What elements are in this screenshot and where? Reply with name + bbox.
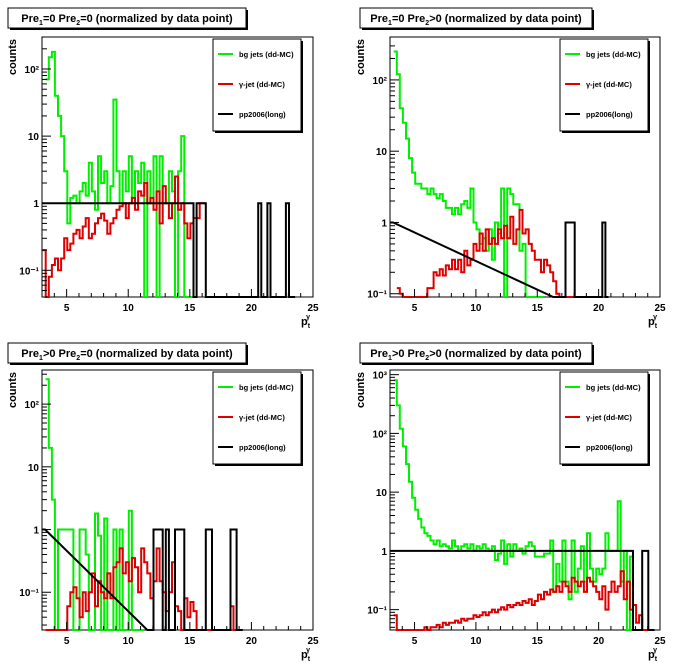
series-line-bg_jets: [393, 50, 544, 298]
y-tick-label: 10⁻¹: [19, 588, 39, 599]
y-axis-label: counts: [7, 372, 19, 408]
legend-label: pp2006(long): [586, 110, 633, 119]
legend-label: γ-jet (dd-MC): [239, 80, 285, 89]
legend-label: γ-jet (dd-MC): [586, 413, 632, 422]
x-tick-label: 20: [593, 636, 605, 647]
y-tick-label: 10²: [25, 65, 40, 76]
x-tick-label: 25: [654, 303, 666, 314]
x-tick-label: 25: [654, 636, 666, 647]
x-tick-label: 20: [593, 303, 605, 314]
legend-label: γ-jet (dd-MC): [239, 413, 285, 422]
series-line-pp2006: [42, 202, 296, 298]
x-tick-label: 5: [64, 636, 70, 647]
x-tick-label: 20: [246, 636, 258, 647]
title-box: [7, 342, 247, 364]
series-line-gamma_jet: [42, 175, 206, 298]
legend-label: pp2006(long): [239, 110, 286, 119]
x-axis-label: ptγ: [648, 647, 658, 663]
legend-label: bg jets (dd-MC): [586, 50, 641, 59]
y-tick-label: 10: [376, 147, 388, 158]
x-tick-label: 25: [307, 303, 319, 314]
y-tick-label: 10²: [373, 429, 388, 440]
series-line-pp2006: [390, 549, 655, 631]
series-line-pp2006: [42, 528, 243, 631]
x-axis-label: ptγ: [301, 647, 311, 663]
x-tick-label: 5: [64, 303, 70, 314]
x-tick-label: 15: [184, 303, 196, 314]
series-line-bg_jets: [393, 379, 643, 631]
series-line-pp2006: [390, 221, 609, 298]
y-tick-label: 10: [376, 488, 388, 499]
series-line-gamma_jet: [396, 208, 581, 298]
series-line-gamma_jet: [45, 547, 240, 631]
y-axis-label: counts: [355, 39, 367, 75]
title-box: [359, 342, 593, 364]
panel-title: Pre1=0 Pre2=0 (normalized by data point): [21, 13, 233, 27]
y-tick-label: 10²: [25, 400, 40, 411]
title-box: [7, 7, 247, 29]
panel-title: Pre1=0 Pre2>0 (normalized by data point): [370, 13, 582, 27]
y-axis-label: counts: [7, 39, 19, 75]
x-tick-label: 5: [412, 636, 418, 647]
title-box: [359, 7, 593, 29]
x-tick-label: 15: [184, 636, 196, 647]
y-tick-label: 10: [28, 132, 40, 143]
chart-panel-4: Pre1>0 Pre2>0 (normalized by data point)…: [355, 342, 666, 663]
legend-label: γ-jet (dd-MC): [586, 80, 632, 89]
x-tick-label: 5: [412, 303, 418, 314]
y-tick-label: 1: [33, 526, 39, 537]
y-tick-label: 1: [381, 218, 387, 229]
x-tick-label: 10: [470, 636, 482, 647]
x-tick-label: 10: [123, 303, 135, 314]
y-tick-label: 10²: [373, 76, 388, 87]
x-tick-label: 10: [123, 636, 135, 647]
y-tick-label: 1: [33, 199, 39, 210]
y-tick-label: 10⁻¹: [367, 290, 387, 301]
legend-label: bg jets (dd-MC): [239, 50, 294, 59]
x-axis-label: ptγ: [648, 314, 658, 330]
y-tick-label: 10³: [373, 371, 388, 382]
series-line-bg_jets: [45, 378, 145, 631]
y-tick-label: 10: [28, 463, 40, 474]
series-line-bg_jets: [45, 50, 194, 298]
series-line-gamma_jet: [393, 570, 649, 631]
x-tick-label: 25: [307, 636, 319, 647]
panel-title: Pre1>0 Pre2=0 (normalized by data point): [21, 348, 233, 362]
y-tick-label: 10⁻¹: [19, 266, 39, 277]
x-tick-label: 10: [470, 303, 482, 314]
legend-label: pp2006(long): [586, 443, 633, 452]
x-axis-label: ptγ: [301, 314, 311, 330]
y-tick-label: 10⁻¹: [367, 606, 387, 617]
y-axis-label: counts: [355, 372, 367, 408]
y-tick-label: 1: [381, 547, 387, 558]
legend-label: bg jets (dd-MC): [586, 383, 641, 392]
x-tick-label: 15: [532, 636, 544, 647]
chart-panel-2: Pre1=0 Pre2>0 (normalized by data point)…: [355, 7, 666, 330]
x-tick-label: 15: [532, 303, 544, 314]
chart-panel-1: Pre1=0 Pre2=0 (normalized by data point)…: [7, 7, 319, 330]
panel-title: Pre1>0 Pre2>0 (normalized by data point): [370, 348, 582, 362]
legend-label: bg jets (dd-MC): [239, 383, 294, 392]
chart-panel-3: Pre1>0 Pre2=0 (normalized by data point)…: [7, 342, 319, 663]
x-tick-label: 20: [246, 303, 258, 314]
legend-label: pp2006(long): [239, 443, 286, 452]
